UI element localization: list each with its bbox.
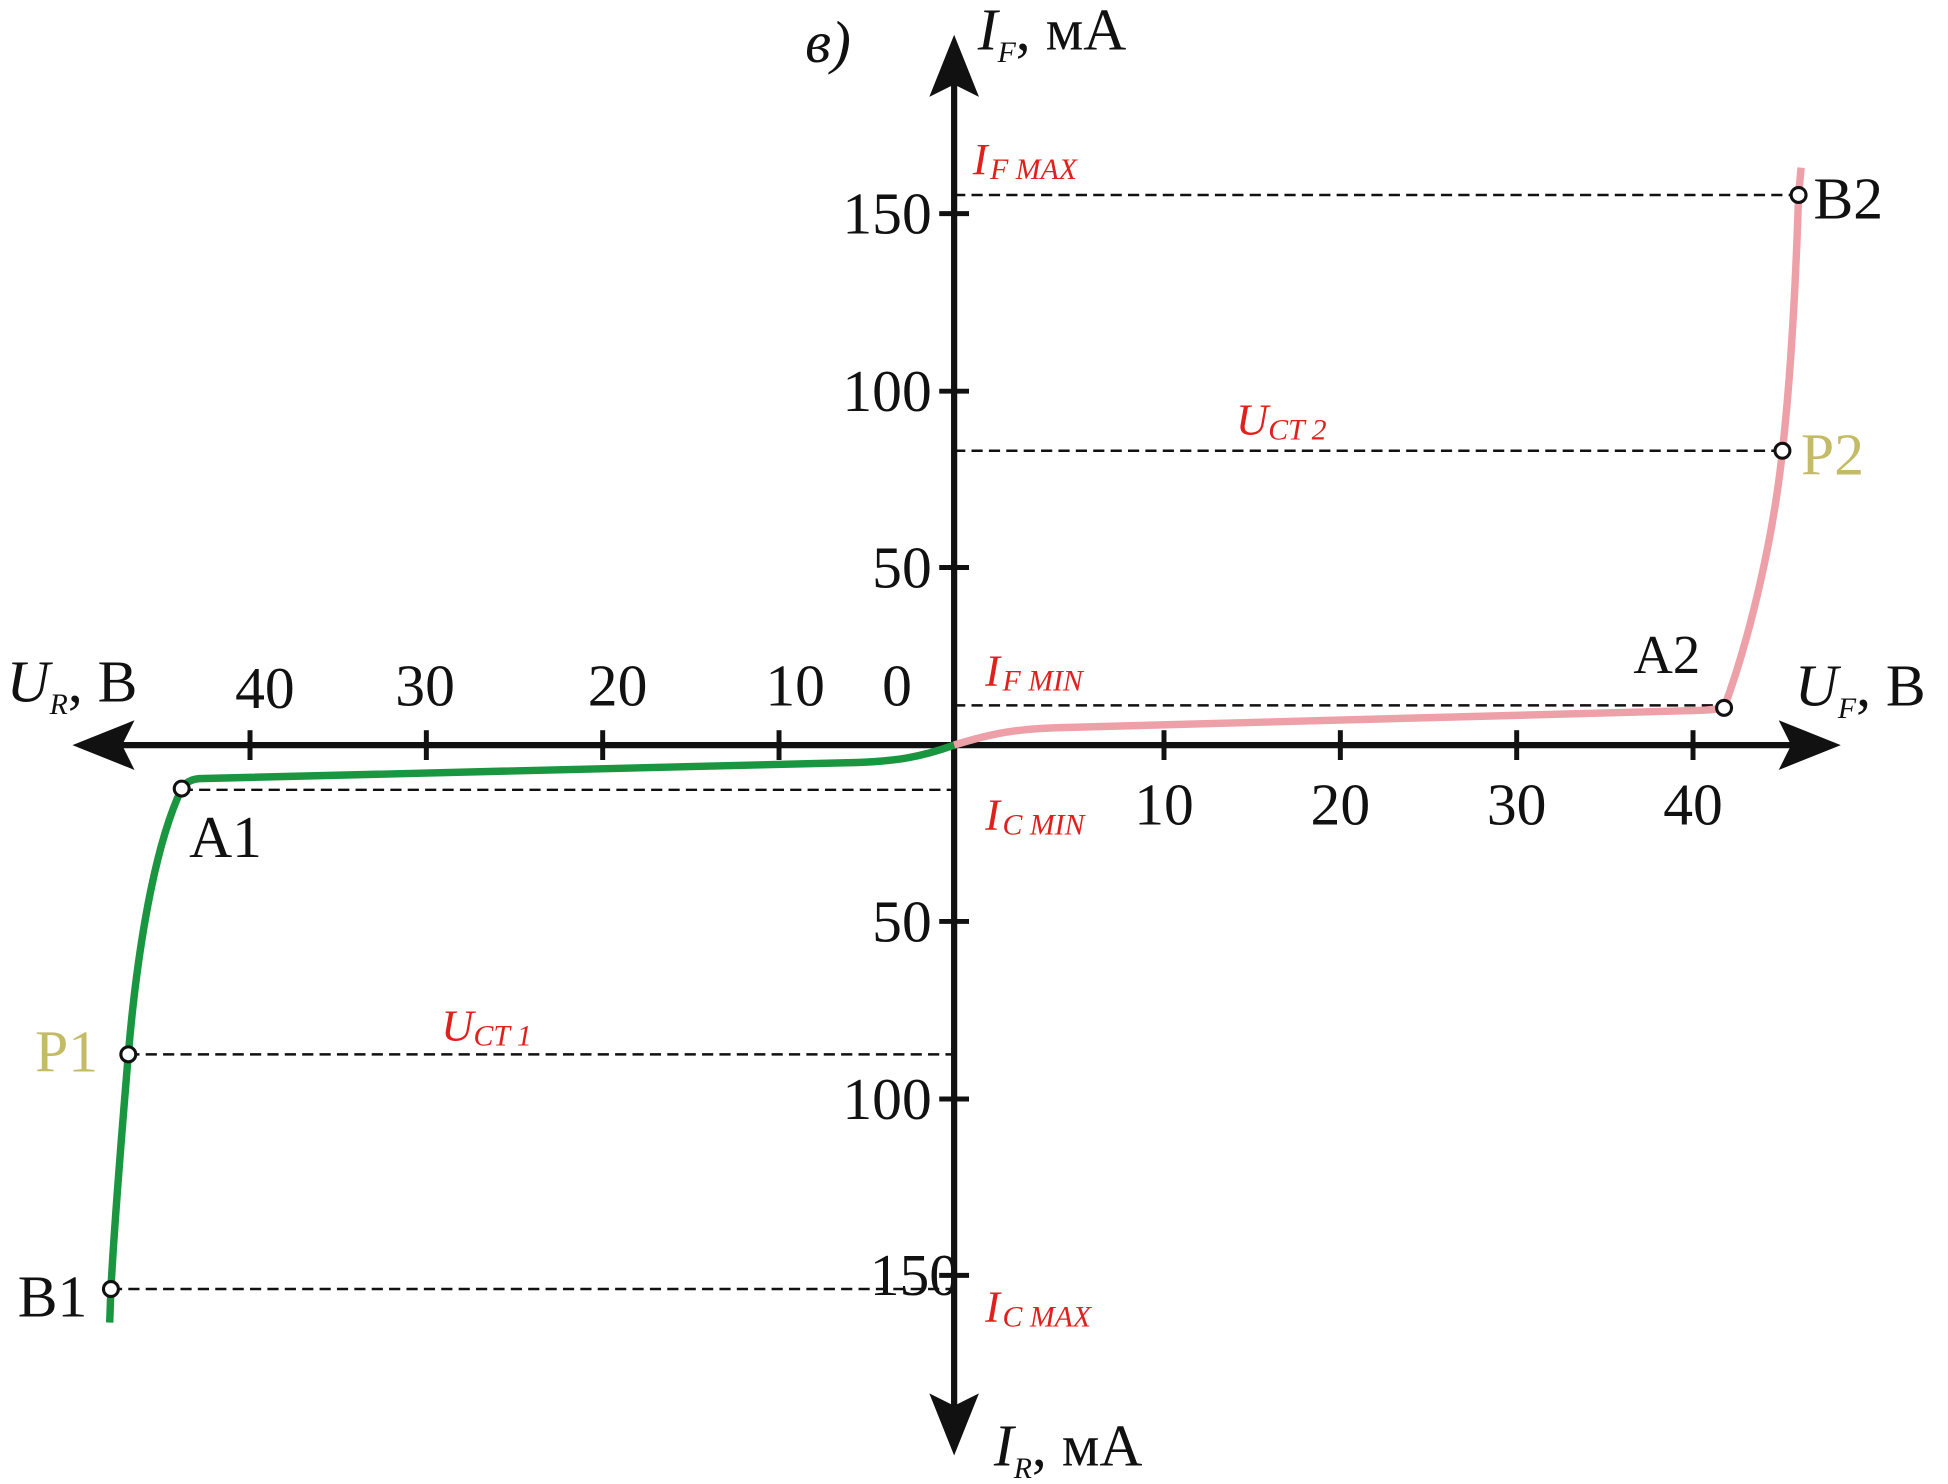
t: , В — [1856, 652, 1926, 718]
t: U — [1236, 395, 1271, 445]
point-label: B2 — [1813, 166, 1883, 232]
point — [1789, 185, 1808, 204]
t: I — [984, 1281, 1002, 1331]
tick-label: 40 — [235, 655, 295, 721]
axis-label: IR, мА — [993, 1412, 1143, 1484]
t: F — [997, 36, 1017, 69]
reverse-curve — [105, 741, 956, 1323]
tick-label: 20 — [588, 652, 648, 718]
t: R — [1013, 1452, 1032, 1484]
tick-label: 100 — [842, 1066, 931, 1132]
t: , мА — [1032, 1412, 1143, 1478]
t: U — [441, 1001, 476, 1051]
t: I — [972, 134, 990, 184]
points — [101, 185, 1808, 1299]
arrow — [1778, 720, 1841, 770]
t: CT 2 — [1268, 414, 1326, 447]
arrow — [929, 1393, 979, 1456]
point-label: P2 — [1801, 421, 1864, 487]
t: U — [1795, 652, 1842, 718]
point — [1773, 441, 1792, 460]
point-labels: B2 P2 A2 A1 P1 B1 — [18, 166, 1883, 1330]
level-label: UCT 1 — [441, 1001, 532, 1053]
tick-label: 30 — [395, 652, 455, 718]
point — [101, 1280, 120, 1299]
axis-label: UR, В — [7, 649, 138, 721]
point — [1715, 698, 1734, 717]
panel-label: в) — [805, 9, 851, 75]
tick-label: 0 — [882, 652, 912, 718]
tick-label: 50 — [872, 534, 932, 600]
t: U — [7, 649, 54, 715]
t: F — [1837, 692, 1857, 725]
tick-label: 150 — [870, 1242, 959, 1308]
tick-label: 150 — [842, 180, 931, 246]
dashed-levels — [110, 193, 1799, 1291]
tick-label: 10 — [765, 652, 825, 718]
t: F MAX — [989, 153, 1079, 186]
point-label: A1 — [189, 804, 262, 870]
tick-label: 50 — [872, 888, 932, 954]
tick-label: 10 — [1134, 772, 1194, 838]
point-label: B1 — [18, 1263, 88, 1329]
t: R — [49, 688, 68, 721]
level-label: UCT 2 — [1236, 395, 1327, 447]
axis-label: IF, мА — [977, 0, 1127, 69]
arrow — [72, 720, 135, 770]
t: , В — [68, 649, 138, 715]
tick-labels: 150 100 50 50 100 150 — [842, 180, 959, 1308]
t: I — [993, 1412, 1017, 1478]
point — [119, 1045, 138, 1064]
t: I — [977, 0, 1001, 63]
t: , мА — [1016, 0, 1127, 63]
t: C MAX — [1003, 1300, 1093, 1333]
t: C MIN — [1003, 809, 1087, 842]
point — [172, 779, 191, 798]
forward-curve — [953, 167, 1805, 749]
t: I — [984, 645, 1002, 695]
tick-label: 30 — [1487, 772, 1547, 838]
tick-label: 20 — [1311, 772, 1371, 838]
tick-label: 100 — [842, 358, 931, 424]
ticks — [247, 211, 1696, 1278]
t: I — [984, 790, 1002, 840]
arrow — [929, 34, 979, 97]
t: CT 1 — [474, 1020, 532, 1053]
point-label: P1 — [35, 1019, 98, 1085]
axis-label: UF, В — [1795, 652, 1926, 724]
tick-labels: 10 20 30 40 40 30 20 10 0 — [235, 652, 1723, 837]
t: F MIN — [1002, 664, 1085, 697]
point-label: A2 — [1633, 624, 1700, 685]
tick-label: 40 — [1663, 772, 1723, 838]
